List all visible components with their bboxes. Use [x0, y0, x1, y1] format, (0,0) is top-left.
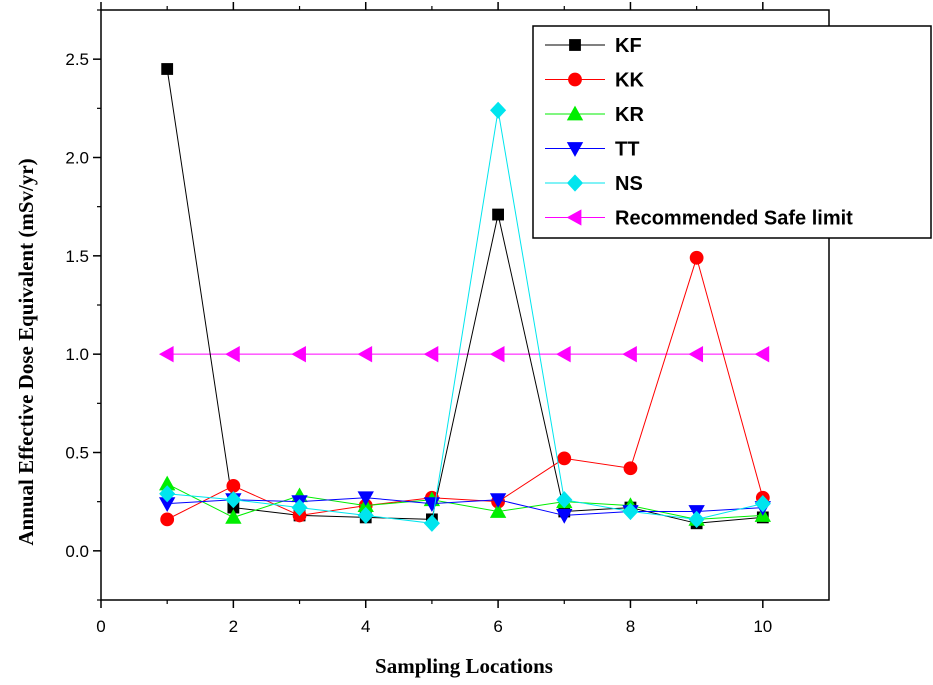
data-point-kk — [226, 479, 241, 493]
y-axis-title: Annual Effective Dose Equivalent (mSv/yr… — [14, 158, 38, 545]
data-point-recommended-safe-limit — [622, 345, 637, 363]
data-point-tt — [357, 491, 374, 507]
legend-entry-kk: KK — [545, 70, 644, 92]
data-point-kf — [492, 208, 504, 221]
series-line-tt — [167, 497, 763, 516]
x-tick-label: 8 — [626, 617, 635, 636]
y-tick-label: 1.5 — [65, 247, 89, 266]
data-point-kr — [489, 503, 507, 518]
data-point-recommended-safe-limit — [688, 345, 704, 363]
data-point-tt — [489, 493, 507, 509]
series-ns — [159, 101, 771, 532]
y-tick-label: 0.5 — [65, 444, 89, 463]
legend-marker — [566, 142, 584, 157]
legend-label: TT — [615, 139, 639, 161]
legend-entry-kr: KR — [545, 104, 644, 126]
data-point-recommended-safe-limit — [291, 345, 306, 363]
x-tick-label: 10 — [753, 617, 772, 636]
series-kr — [159, 475, 771, 526]
data-point-ns — [754, 495, 771, 513]
data-point-ns — [291, 498, 308, 517]
legend-label: KK — [615, 70, 644, 92]
data-point-kk — [689, 250, 704, 265]
data-point-recommended-safe-limit — [225, 345, 240, 363]
legend-marker — [566, 174, 584, 192]
y-tick-label: 1.0 — [65, 345, 89, 364]
series-recommended-safe-limit — [158, 345, 770, 363]
data-point-ns — [159, 485, 176, 503]
data-point-kk — [160, 512, 175, 527]
legend-marker — [569, 39, 581, 51]
data-point-kr — [225, 509, 242, 524]
legend-entry-recommended-safe-limit: Recommended Safe limit — [545, 208, 853, 230]
legend-label: NS — [615, 173, 643, 195]
data-point-ns — [622, 502, 639, 521]
data-point-recommended-safe-limit — [489, 345, 505, 363]
x-axis-title: Sampling Locations — [375, 654, 553, 678]
data-point-tt — [556, 509, 573, 524]
legend-entry-kf: KF — [545, 35, 642, 57]
data-point-recommended-safe-limit — [158, 345, 174, 363]
series-line-ns — [167, 110, 763, 524]
series-line-kr — [166, 483, 763, 520]
data-point-recommended-safe-limit — [357, 345, 373, 363]
legend-label: KR — [615, 104, 644, 126]
legend-marker — [568, 72, 582, 87]
y-tick-label: 2.0 — [65, 149, 89, 168]
data-point-recommended-safe-limit — [555, 345, 571, 363]
x-tick-label: 4 — [361, 617, 370, 636]
data-point-kk — [557, 451, 572, 466]
data-point-ns — [688, 510, 705, 528]
data-point-kf — [161, 63, 174, 75]
legend-marker — [566, 209, 582, 226]
legend-marker — [566, 105, 584, 121]
legend-entry-ns: NS — [545, 173, 643, 195]
x-tick-label: 2 — [229, 617, 238, 636]
data-point-ns — [423, 514, 440, 532]
x-tick-label: 0 — [96, 617, 105, 636]
data-point-ns — [490, 101, 507, 119]
y-tick-label: 0.0 — [65, 542, 89, 561]
series-tt — [159, 491, 771, 524]
series-kk — [160, 250, 770, 527]
data-point-kk — [623, 461, 638, 476]
legend-label: KF — [615, 35, 642, 57]
legend-entry-tt: TT — [545, 139, 639, 161]
x-tick-label: 6 — [493, 617, 502, 636]
data-point-recommended-safe-limit — [754, 345, 770, 363]
data-point-recommended-safe-limit — [423, 345, 439, 363]
legend-box — [532, 25, 932, 239]
y-tick-label: 2.5 — [65, 50, 89, 69]
data-point-ns — [556, 491, 573, 509]
series-line-kk — [166, 256, 764, 520]
data-point-ns — [225, 491, 242, 509]
legend-label: Recommended Safe limit — [615, 208, 853, 230]
data-point-ns — [357, 506, 374, 525]
